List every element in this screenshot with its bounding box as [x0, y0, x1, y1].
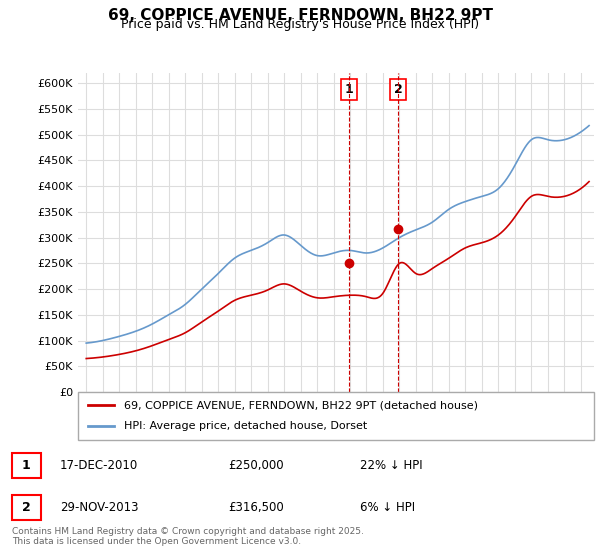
Text: 2: 2	[394, 83, 403, 96]
Text: £316,500: £316,500	[228, 501, 284, 514]
Text: 22% ↓ HPI: 22% ↓ HPI	[360, 459, 422, 472]
Text: 69, COPPICE AVENUE, FERNDOWN, BH22 9PT (detached house): 69, COPPICE AVENUE, FERNDOWN, BH22 9PT (…	[124, 400, 478, 410]
Text: 29-NOV-2013: 29-NOV-2013	[60, 501, 139, 514]
Text: 1: 1	[22, 459, 31, 472]
Text: Price paid vs. HM Land Registry's House Price Index (HPI): Price paid vs. HM Land Registry's House …	[121, 18, 479, 31]
Text: 6% ↓ HPI: 6% ↓ HPI	[360, 501, 415, 514]
FancyBboxPatch shape	[78, 392, 594, 440]
Text: Contains HM Land Registry data © Crown copyright and database right 2025.
This d: Contains HM Land Registry data © Crown c…	[12, 526, 364, 546]
Text: HPI: Average price, detached house, Dorset: HPI: Average price, detached house, Dors…	[124, 421, 368, 431]
FancyBboxPatch shape	[12, 495, 41, 520]
FancyBboxPatch shape	[12, 452, 41, 478]
Text: 1: 1	[345, 83, 354, 96]
Text: 2: 2	[22, 501, 31, 514]
Text: £250,000: £250,000	[228, 459, 284, 472]
Text: 17-DEC-2010: 17-DEC-2010	[60, 459, 138, 472]
Text: 69, COPPICE AVENUE, FERNDOWN, BH22 9PT: 69, COPPICE AVENUE, FERNDOWN, BH22 9PT	[107, 8, 493, 24]
